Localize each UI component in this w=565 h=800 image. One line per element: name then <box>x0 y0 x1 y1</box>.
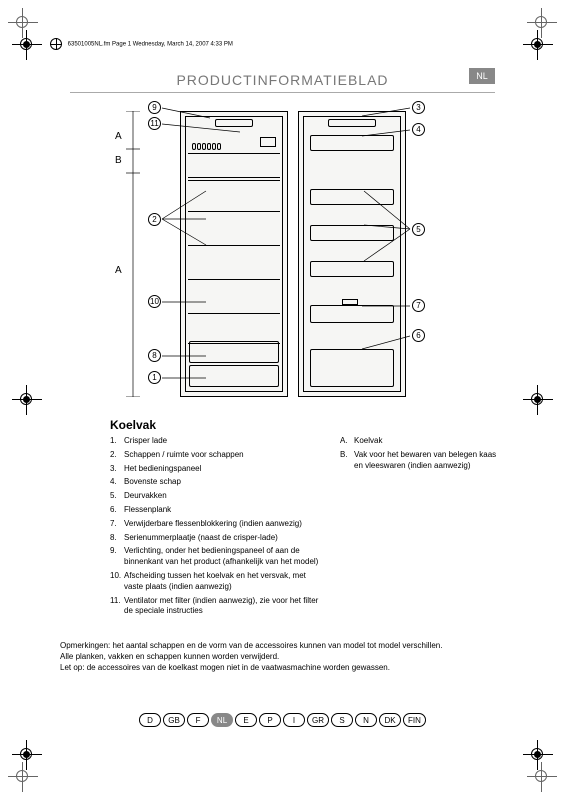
language-strip: DGBFNLEPIGRSNDKFIN <box>0 710 565 728</box>
crop-mark <box>12 740 42 770</box>
note-line: Opmerkingen: het aantal schappen en de v… <box>60 640 505 651</box>
dim-a-bottom: A <box>115 265 122 276</box>
section-title: Koelvak <box>110 418 505 432</box>
crop-mark <box>523 30 553 60</box>
crop-mark <box>12 30 42 60</box>
pdf-header-line: 63501005NL.fm Page 1 Wednesday, March 14… <box>50 38 233 50</box>
crop-mark <box>523 740 553 770</box>
list-item: Ventilator met filter (indien aanwezig),… <box>110 596 320 618</box>
title-bar: PRODUCTINFORMATIEBLAD <box>70 72 495 93</box>
section-koelvak: Koelvak Crisper lade Schappen / ruimte vo… <box>110 418 505 620</box>
numbered-list: Crisper lade Schappen / ruimte voor schap… <box>110 436 320 617</box>
callout-8: 8 <box>148 349 161 362</box>
callout-7: 7 <box>412 299 425 312</box>
crop-mark <box>527 762 557 792</box>
lang-pill-s: S <box>331 713 353 727</box>
header-text: 63501005NL.fm Page 1 Wednesday, March 14… <box>68 42 233 48</box>
callout-10: 10 <box>148 295 161 308</box>
list-item: Serienummerplaatje (naast de crisper-lad… <box>110 533 320 544</box>
list-item: Crisper lade <box>110 436 320 447</box>
list-item: Het bedieningspaneel <box>110 464 320 475</box>
crop-mark <box>527 8 557 38</box>
note-line: Let op: de accessoires van de koelkast m… <box>60 662 505 673</box>
note-line: Alle planken, vakken en schappen kunnen … <box>60 651 505 662</box>
lettered-list: A.Koelvak B.Vak voor het bewaren van bele… <box>340 436 505 471</box>
list-item: Schappen / ruimte voor schappen <box>110 450 320 461</box>
lang-pill-gb: GB <box>163 713 185 727</box>
page-title: PRODUCTINFORMATIEBLAD <box>70 72 495 88</box>
list-item: Deurvakken <box>110 491 320 502</box>
crop-mark <box>523 385 553 415</box>
list-item: Afscheiding tussen het koelvak en het ve… <box>110 571 320 593</box>
lang-pill-nl: NL <box>211 713 233 727</box>
list-item: Flessenplank <box>110 505 320 516</box>
callout-6: 6 <box>412 329 425 342</box>
list-item: Verlichting, onder het bedieningspaneel … <box>110 546 320 568</box>
lang-pill-gr: GR <box>307 713 329 727</box>
callout-2: 2 <box>148 213 161 226</box>
lang-pill-f: F <box>187 713 209 727</box>
callout-1: 1 <box>148 371 161 384</box>
lang-pill-d: D <box>139 713 161 727</box>
list-item: A.Koelvak <box>340 436 505 447</box>
lang-pill-i: I <box>283 713 305 727</box>
lang-pill-n: N <box>355 713 377 727</box>
lang-pill-p: P <box>259 713 281 727</box>
callout-3: 3 <box>412 101 425 114</box>
language-badge: NL <box>469 68 495 84</box>
crop-mark <box>8 8 38 38</box>
list-item: Verwijderbare flessenblokkering (indien … <box>110 519 320 530</box>
dim-a-top: A <box>115 131 122 142</box>
dim-b: B <box>115 155 122 166</box>
callout-9: 9 <box>148 101 161 114</box>
list-item: B.Vak voor het bewaren van belegen kaas … <box>340 450 505 472</box>
fridge-diagram: A B A <box>150 105 430 405</box>
lang-pill-fin: FIN <box>403 713 426 727</box>
crop-mark <box>12 385 42 415</box>
callout-5: 5 <box>412 223 425 236</box>
list-item: Bovenste schap <box>110 477 320 488</box>
lang-pill-dk: DK <box>379 713 401 727</box>
lang-pill-e: E <box>235 713 257 727</box>
crop-mark <box>8 762 38 792</box>
notes-block: Opmerkingen: het aantal schappen en de v… <box>60 640 505 674</box>
callout-4: 4 <box>412 123 425 136</box>
callout-11: 11 <box>148 117 161 130</box>
